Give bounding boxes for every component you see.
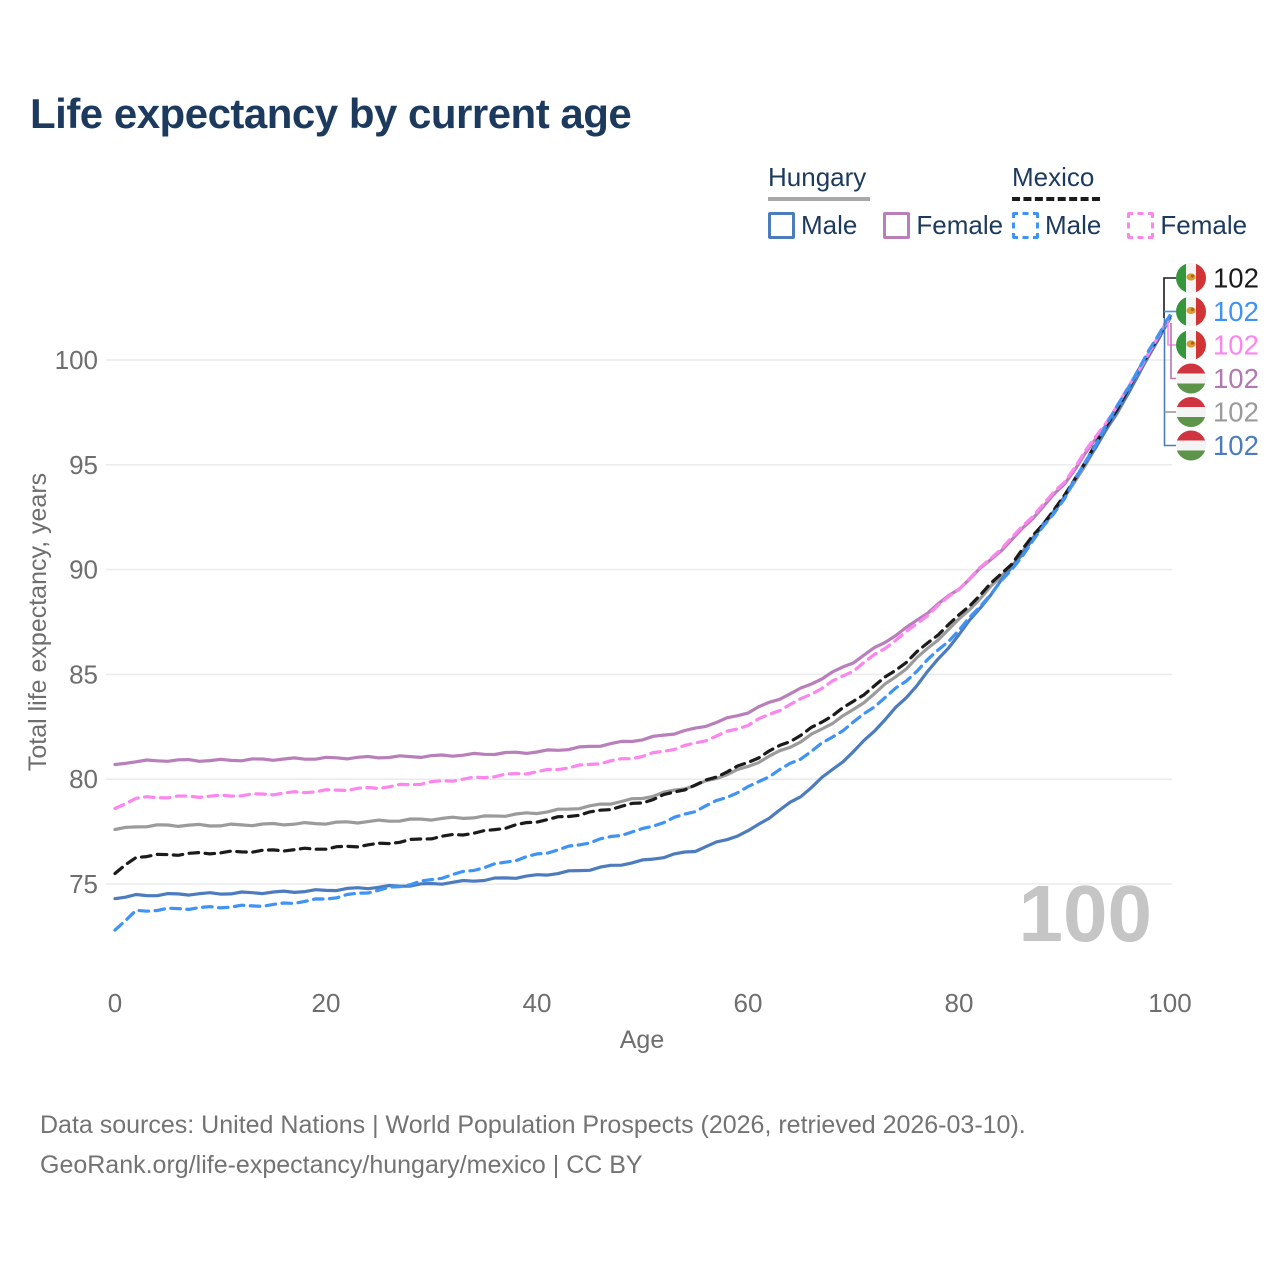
series-line-mexico-female[interactable] [113,315,1172,811]
legend-item-mexico-male[interactable]: Male [1012,210,1101,241]
legend-item-hungary-female[interactable]: Female [883,210,1003,241]
mexico-male-swatch [1012,212,1039,239]
series-lines [113,313,1172,932]
hungary-flag-icon [1176,430,1206,461]
x-tick-0: 0 [108,988,122,1018]
age-watermark: 100 [1019,869,1152,958]
footer-attribution-line: GeoRank.org/life-expectancy/hungary/mexi… [40,1151,643,1179]
hungary-flag-icon [1176,363,1206,394]
mexico-female-swatch [1127,212,1155,239]
end-connector-mexico-female [1167,321,1176,346]
mexico-eagle-emblem [1186,273,1196,281]
end-value-label-mexico-male: 102 [1213,296,1259,327]
series-line-mexico-both-sexes[interactable] [113,314,1172,876]
end-connector-mexico-total [1163,277,1176,318]
hungary-female-swatch [883,212,911,239]
x-tick-40: 40 [523,988,552,1018]
end-value-label-hungary-both-sexes: 102 [1213,397,1259,428]
legend-group-mexico: Mexico Male Female [1012,162,1247,241]
mexico-eagle-emblem [1186,340,1196,348]
y-axis-title: Total life expectancy, years [24,473,52,771]
axis-ticks: 75 80 85 90 95 100 0 20 40 60 80 100 [55,345,1192,1018]
mexico-flag-icon [1176,296,1206,327]
legend-label-mexico-male: Male [1045,210,1102,240]
hungary-line-swatch [768,197,870,201]
x-tick-60: 60 [734,988,763,1018]
legend-label-mexico-female: Female [1160,210,1248,240]
gridlines [106,359,1172,885]
legend-group-hungary: Hungary Male Female [768,162,1003,241]
legend-hungary-label: Hungary [768,162,867,192]
footer-sources-line: Data sources: United Nations | World Pop… [40,1111,1026,1139]
x-tick-100: 100 [1148,988,1191,1018]
y-tick-95: 95 [69,450,98,480]
y-tick-100: 100 [55,345,98,375]
hungary-flag-icon [1176,397,1206,427]
series-line-mexico-male[interactable] [113,313,1172,932]
y-tick-80: 80 [69,764,98,794]
y-tick-75: 75 [69,869,98,899]
hungary-male-swatch [768,212,795,239]
mexico-flag-icon [1176,263,1206,293]
end-value-label-hungary-female: 102 [1213,363,1259,394]
legend-label-hungary-male: Male [801,210,858,240]
end-value-label-hungary-male: 102 [1213,430,1259,461]
series-line-hungary-both-sexes[interactable] [113,316,1172,832]
legend-item-mexico-female[interactable]: Female [1127,210,1247,241]
x-axis-title: Age [620,1026,664,1054]
end-value-label-mexico-female: 102 [1213,330,1259,361]
data-source-footer: Data sources: United Nations | World Pop… [40,1105,1026,1185]
legend-item-hungary-male[interactable]: Male [768,210,857,241]
x-tick-20: 20 [312,988,341,1018]
mexico-eagle-emblem [1186,306,1196,315]
x-tick-80: 80 [945,988,974,1018]
legend-label-hungary-female: Female [916,210,1004,240]
end-connector-hungary-male [1163,318,1176,447]
series-line-hungary-male[interactable] [113,316,1172,901]
chart-title: Life expectancy by current age [30,90,632,137]
legend-mexico-label: Mexico [1012,162,1095,192]
y-tick-90: 90 [69,555,98,585]
end-connector-hungary-female [1170,323,1176,380]
y-tick-85: 85 [69,659,98,689]
series-line-hungary-female[interactable] [113,316,1172,767]
mexico-flag-icon [1176,330,1206,360]
mexico-line-swatch [1012,197,1100,201]
end-value-label-mexico-both-sexes: 102 [1213,263,1259,294]
